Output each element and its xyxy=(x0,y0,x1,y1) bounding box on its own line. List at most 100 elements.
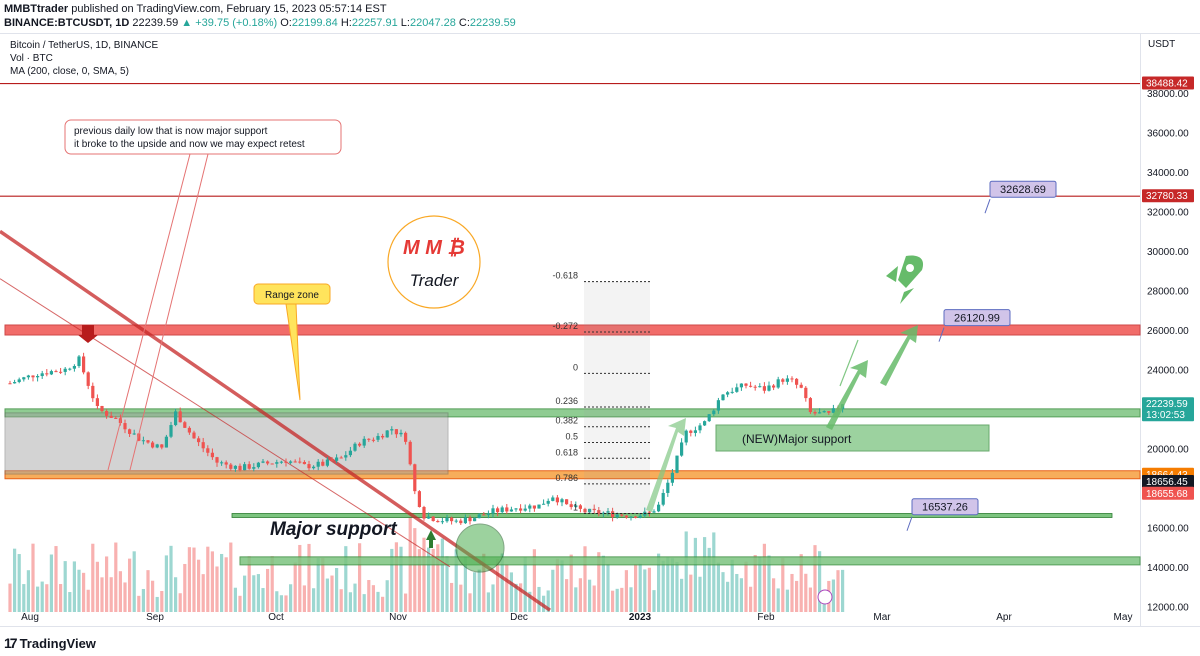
candle-body xyxy=(560,499,564,503)
volume-bar xyxy=(247,556,251,612)
fib-retracement[interactable]: -0.618 -0.272 0 0.236 0.382 0.5 0.618 0.786 1 xyxy=(552,271,650,515)
support-zone[interactable] xyxy=(239,556,1141,566)
volume-bar xyxy=(703,537,707,612)
volume-bar xyxy=(482,553,486,612)
author-name[interactable]: MMBTtrader xyxy=(4,3,69,15)
volume-bar xyxy=(739,578,743,612)
y-tick-label: 16000.00 xyxy=(1147,523,1189,534)
support-zone[interactable] xyxy=(4,408,1141,418)
volume-bar xyxy=(302,585,306,612)
fib-level-label: 0 xyxy=(573,362,578,372)
fib-level-label: 0.236 xyxy=(555,396,578,406)
candle-body xyxy=(238,465,242,471)
price-note-box[interactable] xyxy=(911,498,979,516)
volume-bar xyxy=(588,579,592,612)
axis-price-label-bg xyxy=(1142,474,1194,488)
price-labels: 38488.4232780.3318664.4322239.5913:02:53… xyxy=(1142,76,1194,500)
volume-bar xyxy=(436,544,440,612)
drawn-zones[interactable] xyxy=(0,82,1141,566)
volume-bar xyxy=(284,595,288,612)
legend-title: Bitcoin / TetherUS, 1D, BINANCE xyxy=(10,40,159,51)
legend-volume: Vol · BTC xyxy=(10,53,53,64)
volume-bar xyxy=(128,558,132,612)
annotations[interactable]: 32628.69 26120.99 16537.26 previous daily l… xyxy=(64,119,1057,605)
candle-body xyxy=(68,368,72,370)
candle-body xyxy=(146,440,150,443)
candle-body xyxy=(551,497,555,501)
candle-body xyxy=(408,441,412,465)
volume-bar xyxy=(689,574,693,612)
volume-bar xyxy=(233,587,237,612)
volume-bar xyxy=(675,561,679,612)
volume-bar xyxy=(551,569,555,612)
volume-bar xyxy=(491,584,495,612)
candle-body xyxy=(91,385,95,399)
volume-bar xyxy=(514,583,518,612)
high-value: 22257.91 xyxy=(351,17,398,29)
candle-body xyxy=(597,510,601,514)
candle-body xyxy=(31,375,35,378)
volume-bar xyxy=(146,570,150,612)
price-axis[interactable]: USDT12000.0014000.0016000.0018000.002000… xyxy=(1147,39,1189,613)
volume-bar xyxy=(385,580,389,612)
candle-body xyxy=(615,514,619,518)
volume-bar xyxy=(693,537,697,612)
volume-bar xyxy=(109,577,113,612)
note-box[interactable] xyxy=(64,119,342,155)
candle-body xyxy=(822,411,826,413)
candle-body xyxy=(601,512,605,514)
new-support-box[interactable] xyxy=(715,424,990,452)
volume-bar xyxy=(601,555,605,612)
fib-level-label: 0.618 xyxy=(555,447,578,457)
candle-body xyxy=(128,429,132,434)
volume-bar xyxy=(597,552,601,612)
volume-bar xyxy=(72,561,76,612)
volume-bar xyxy=(178,593,182,612)
candle-body xyxy=(620,514,624,516)
volume-bar xyxy=(643,569,647,612)
volume-bar xyxy=(100,577,104,612)
legend-ma: MA (200, close, 0, SMA, 5) xyxy=(10,66,129,77)
candle-body xyxy=(348,450,352,456)
volume-bar xyxy=(275,591,279,612)
candle-body xyxy=(712,410,716,415)
event-icon[interactable] xyxy=(817,589,833,605)
volume-bar xyxy=(772,578,776,612)
candle-body xyxy=(652,511,656,513)
footer-brand[interactable]: TradingView xyxy=(19,635,96,651)
volume-bar xyxy=(795,580,799,612)
volume-bar xyxy=(707,547,711,612)
volume-bar xyxy=(293,562,297,612)
volume-bar xyxy=(831,579,835,612)
candle-body xyxy=(661,492,665,505)
candle-body xyxy=(63,368,67,372)
time-axis[interactable]: Aug Sep Oct Nov Dec 2023 Feb Mar Apr May xyxy=(21,612,1132,623)
volume-bar xyxy=(767,555,771,612)
volume-bar xyxy=(413,528,417,612)
major-support-circle[interactable] xyxy=(455,523,505,573)
candle-body xyxy=(707,414,711,422)
candle-body xyxy=(716,400,720,411)
volume-bar xyxy=(224,557,228,612)
candle-body xyxy=(381,435,385,438)
candle-body xyxy=(243,464,247,471)
price-note-pointer xyxy=(984,199,991,214)
candle-body xyxy=(781,379,785,382)
resistance-zone[interactable] xyxy=(4,324,1141,336)
major-support-label: Major support xyxy=(270,519,397,540)
support-zone-orange[interactable] xyxy=(4,470,1141,480)
volume-bar xyxy=(528,591,532,612)
candle-body xyxy=(546,500,550,504)
price-note-box[interactable] xyxy=(989,180,1057,198)
volume-bar xyxy=(325,578,329,612)
fib-level-label: -0.618 xyxy=(552,271,578,281)
downtrend-line-thin[interactable] xyxy=(0,278,451,568)
volume-bar xyxy=(13,548,17,612)
price-note-box[interactable] xyxy=(943,309,1011,327)
candle-body xyxy=(744,383,748,386)
y-tick-label: 32000.00 xyxy=(1147,208,1189,219)
support-line[interactable] xyxy=(231,513,1113,518)
candle-body xyxy=(137,433,141,441)
candle-body xyxy=(537,504,541,509)
